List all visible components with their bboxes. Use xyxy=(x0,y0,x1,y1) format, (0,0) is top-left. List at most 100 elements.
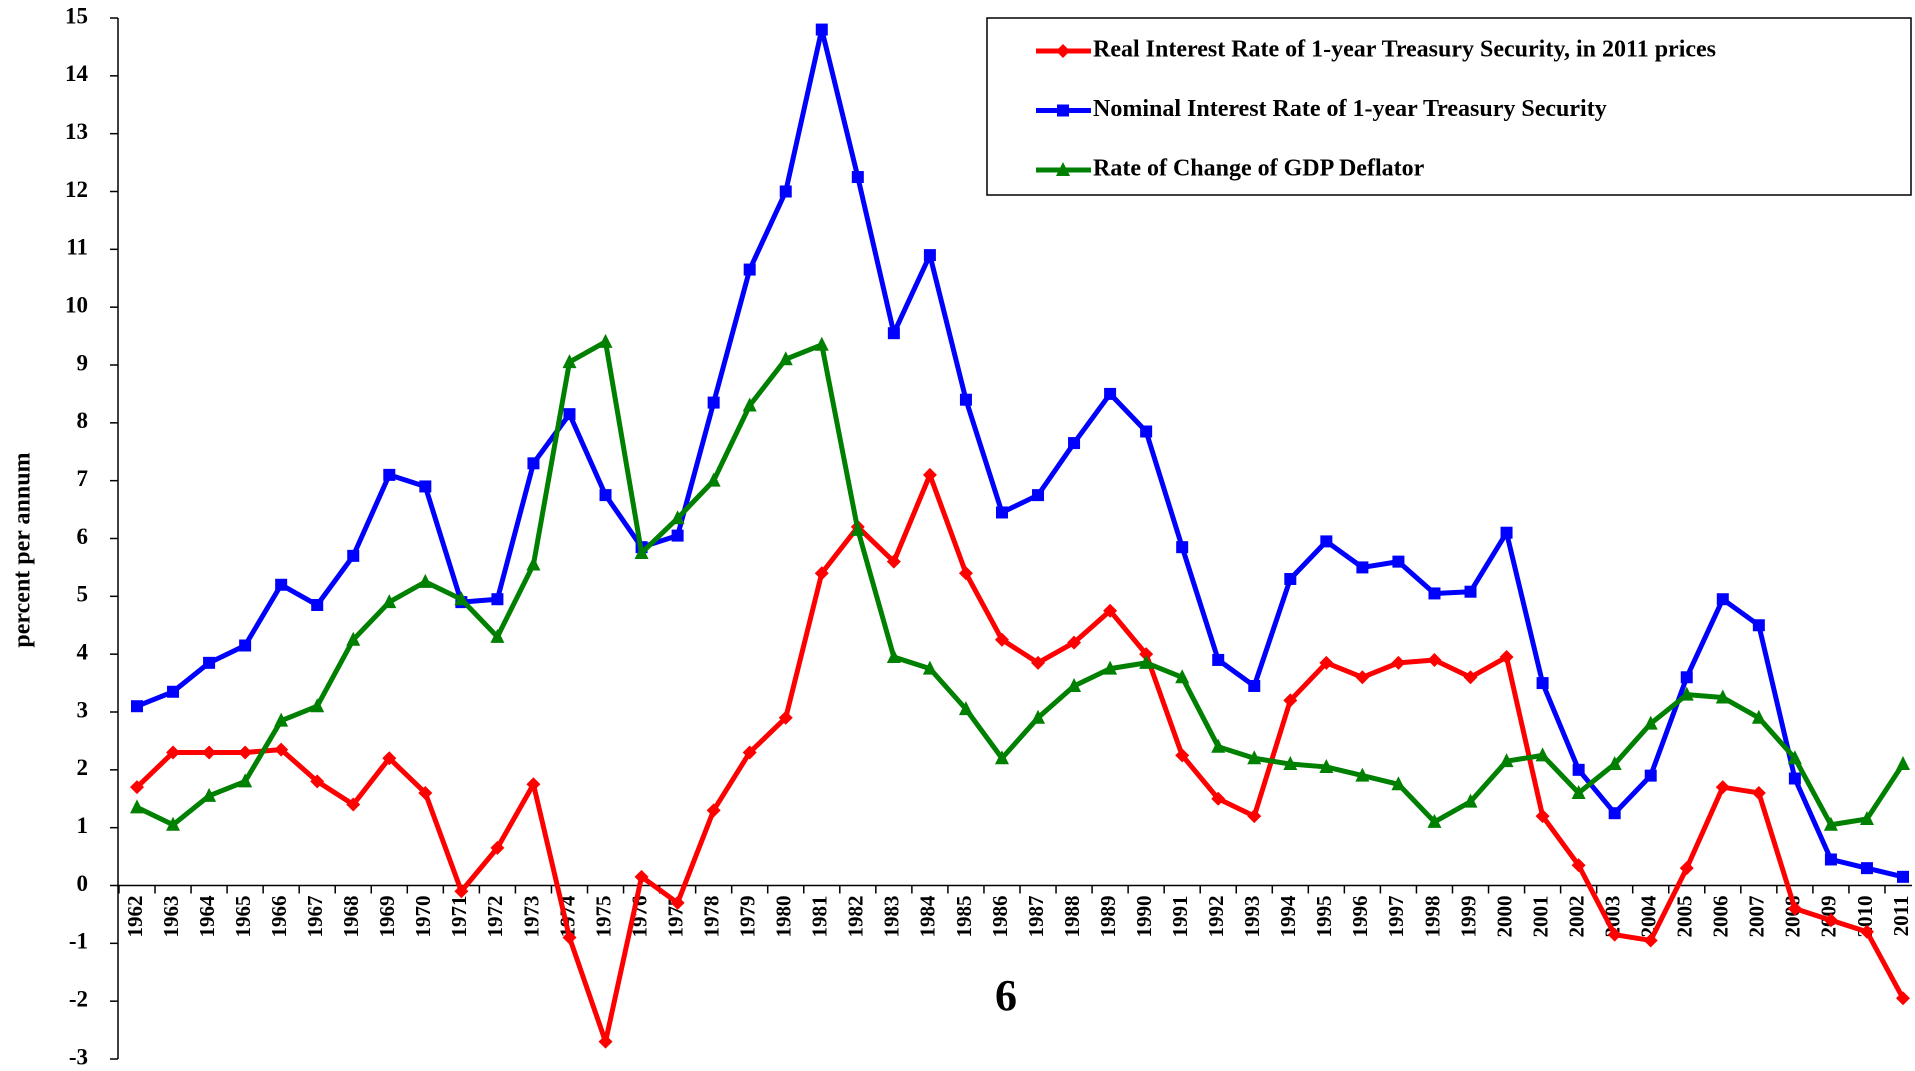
x-tick-label: 1962 xyxy=(123,896,147,938)
x-tick-label: 2006 xyxy=(1709,896,1733,938)
x-tick-label: 1997 xyxy=(1384,896,1408,938)
marker xyxy=(346,797,361,812)
x-tick-label: 1998 xyxy=(1420,896,1444,938)
marker xyxy=(1248,679,1261,692)
marker xyxy=(526,556,541,571)
x-tick-label: 1984 xyxy=(916,895,940,938)
marker xyxy=(166,745,181,760)
x-tick-label: 2011 xyxy=(1889,896,1913,937)
marker xyxy=(1896,756,1910,771)
legend-label: Rate of Change of GDP Deflator xyxy=(1093,156,1425,182)
legend-box xyxy=(986,17,1912,196)
marker xyxy=(850,521,865,536)
marker xyxy=(1391,655,1406,670)
marker xyxy=(1463,793,1478,808)
x-tick-label: 1999 xyxy=(1456,896,1480,938)
marker xyxy=(1056,162,1070,176)
marker xyxy=(742,397,757,412)
marker xyxy=(923,249,936,262)
marker xyxy=(1643,933,1658,948)
x-tick-label: 2005 xyxy=(1673,896,1697,938)
marker xyxy=(1355,767,1370,782)
marker xyxy=(1607,756,1622,771)
marker xyxy=(238,745,253,760)
marker xyxy=(1319,758,1334,773)
y-tick-label: 2 xyxy=(77,755,89,780)
marker xyxy=(598,333,613,348)
series-line xyxy=(135,472,1906,1045)
marker xyxy=(418,573,433,588)
marker xyxy=(1068,437,1081,450)
marker xyxy=(490,628,505,643)
x-tick-label: 1987 xyxy=(1024,896,1048,938)
x-tick-label: 1981 xyxy=(808,896,832,938)
x-tick-label: 2007 xyxy=(1745,896,1769,938)
marker xyxy=(1283,693,1298,708)
marker xyxy=(382,751,397,766)
marker xyxy=(130,799,144,814)
marker xyxy=(1751,785,1766,800)
marker xyxy=(203,656,216,669)
y-tick-label: 12 xyxy=(65,177,88,202)
y-tick-label: -2 xyxy=(69,986,88,1011)
y-tick-label: 7 xyxy=(77,466,89,491)
marker xyxy=(1427,652,1442,667)
marker xyxy=(886,554,901,569)
marker xyxy=(1175,748,1190,763)
x-tick-label: 1967 xyxy=(303,896,327,938)
y-tick-label: 6 xyxy=(77,524,89,549)
marker xyxy=(1787,750,1802,765)
y-tick-label: 0 xyxy=(77,871,89,896)
marker xyxy=(526,777,541,792)
marker xyxy=(634,544,649,559)
marker xyxy=(706,803,721,818)
marker xyxy=(310,774,325,789)
marker xyxy=(347,549,360,562)
marker xyxy=(779,185,792,198)
marker xyxy=(527,457,540,470)
x-tick-label: 1978 xyxy=(699,896,723,938)
x-tick-label: 1995 xyxy=(1312,896,1336,938)
marker xyxy=(778,710,793,725)
marker xyxy=(1319,655,1334,670)
y-tick-label: 8 xyxy=(77,408,89,433)
marker xyxy=(959,393,972,406)
marker xyxy=(886,649,901,664)
marker xyxy=(1535,747,1550,762)
y-tick-label: 4 xyxy=(77,639,89,664)
marker xyxy=(202,787,217,802)
y-tick-label: -1 xyxy=(69,929,88,954)
marker xyxy=(419,480,432,493)
marker xyxy=(1715,689,1730,704)
marker xyxy=(275,578,288,591)
y-tick-label: -3 xyxy=(69,1044,88,1069)
marker xyxy=(1824,853,1837,866)
marker xyxy=(1139,647,1154,662)
marker xyxy=(239,639,252,652)
marker xyxy=(1057,104,1069,117)
marker xyxy=(1679,686,1694,701)
marker xyxy=(1056,44,1070,58)
marker xyxy=(1212,653,1225,666)
x-tick-label: 1966 xyxy=(267,896,291,938)
x-tick-label: 1968 xyxy=(339,896,363,938)
marker xyxy=(815,23,828,36)
marker xyxy=(1103,660,1118,675)
marker xyxy=(1896,991,1910,1006)
marker xyxy=(454,884,469,899)
marker xyxy=(562,930,577,945)
marker xyxy=(167,685,180,698)
x-tick-label: 1992 xyxy=(1204,896,1228,938)
x-tick-label: 1980 xyxy=(772,896,796,938)
marker xyxy=(599,489,612,502)
y-tick-label: 1 xyxy=(77,813,89,838)
x-tick-label: 1996 xyxy=(1348,896,1372,938)
legend-label: Real Interest Rate of 1-year Treasury Se… xyxy=(1093,37,1716,63)
marker xyxy=(1320,535,1333,548)
marker xyxy=(311,599,324,612)
marker xyxy=(994,750,1009,765)
marker xyxy=(1211,791,1226,806)
marker xyxy=(814,566,829,581)
marker xyxy=(994,632,1009,647)
